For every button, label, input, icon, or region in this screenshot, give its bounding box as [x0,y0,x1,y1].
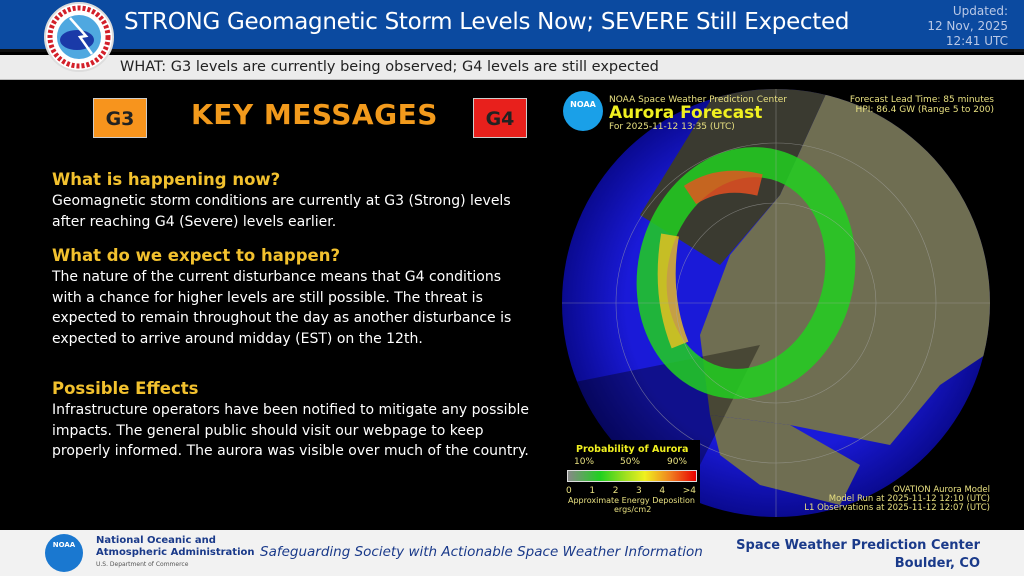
model-run: Model Run at 2025-11-12 12:10 (UTC) [828,494,990,504]
color-scale-bar [567,470,697,482]
aurora-title: Aurora Forecast [609,103,763,123]
g3-badge: G3 [93,98,147,138]
g4-badge: G4 [473,98,527,138]
tagline: Safeguarding Society with Actionable Spa… [260,544,703,560]
key-messages-title: KEY MESSAGES [191,98,438,131]
section-body: Geomagnetic storm conditions are current… [52,193,511,230]
updated-time: 12:41 UTC [945,34,1008,48]
globe-map [562,89,990,517]
noaa-footer-logo: NOAA [45,534,83,572]
model-name: OVATION Aurora Model [892,485,990,495]
section-heading: Possible Effects [52,379,199,398]
prob-tick: 90% [667,457,688,467]
dept: U.S. Department of Commerce [96,561,189,568]
l1-observations: L1 Observations at 2025-11-12 12:07 (UTC… [804,503,990,513]
what-text: WHAT: G3 levels are currently being obse… [120,59,659,75]
updated-timestamp: Updated: 12 Nov, 2025 12:41 UTC [927,4,1008,49]
prob-tick: 10% [574,457,595,467]
aurora-legend: Probability of Aurora 10% 50% 90% 0 1 2 3 4 >… [562,440,700,520]
aurora-forecast-map: NOAA NOAA Space Weather Prediction Cente… [560,85,1000,520]
hpi: HPI: 86.4 GW (Range 5 to 200) [855,105,994,115]
nws-logo [44,2,114,72]
energy-unit: ergs/cm2 [614,505,652,514]
section-heading: What is happening now? [52,170,281,189]
section-body: Infrastructure operators have been notif… [52,402,529,459]
energy-tick: 1 [589,486,596,496]
energy-ticks: 0 1 2 3 4 >4 [566,486,696,496]
energy-tick: 3 [636,486,642,496]
org-line2: Atmospheric Administration [96,547,255,558]
energy-tick: >4 [682,486,696,496]
section-body: The nature of the current disturbance me… [52,269,512,347]
header-bar: STRONG Geomagnetic Storm Levels Now; SEV… [0,0,1024,52]
what-bar: WHAT: G3 levels are currently being obse… [0,55,1024,80]
prob-tick: 50% [620,457,641,467]
energy-tick: 2 [612,486,619,496]
energy-tick: 0 [566,486,572,496]
section-heading: What do we expect to happen? [52,246,341,265]
updated-label: Updated: [952,4,1008,18]
center-location: Boulder, CO [894,556,980,571]
page-title: STRONG Geomagnetic Storm Levels Now; SEV… [124,9,850,35]
lead-time: Forecast Lead Time: 85 minutes [849,95,994,105]
legend-title: Probability of Aurora [576,444,689,455]
footer: NOAA National Oceanic and Atmospheric Ad… [0,530,1024,576]
aurora-forecast-time: For 2025-11-12 13:35 (UTC) [609,122,735,132]
updated-date: 12 Nov, 2025 [927,19,1008,33]
noaa-logo: NOAA [563,91,603,131]
energy-tick: 4 [659,486,666,496]
center-name: Space Weather Prediction Center [736,538,980,553]
org-line1: National Oceanic and [96,535,216,546]
aurora-org: NOAA Space Weather Prediction Center [609,95,787,105]
energy-label: Approximate Energy Deposition [568,496,695,505]
